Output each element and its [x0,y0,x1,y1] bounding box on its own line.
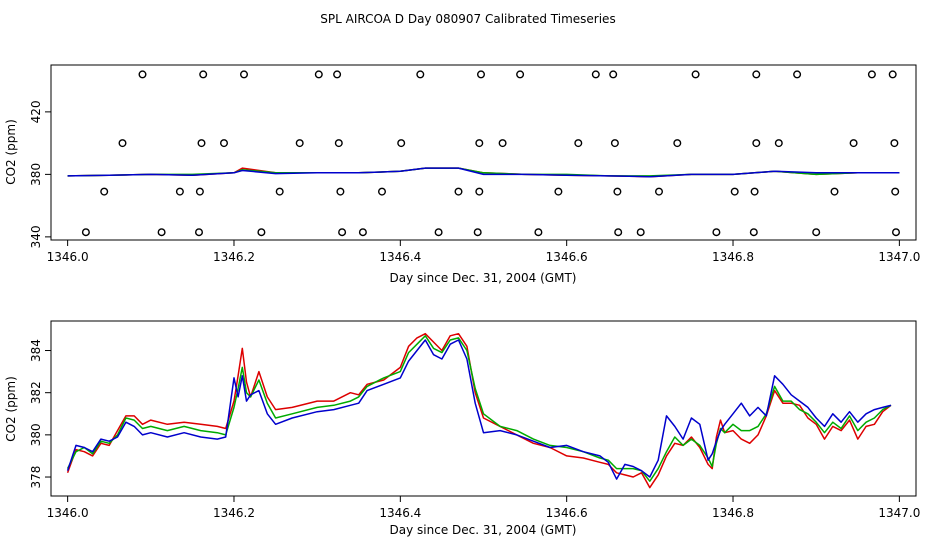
panel-1-calibration-point [175,187,184,196]
panel-2: 1346.0 1346.2 1346.4 1346.6 1346.8 1347.0 378… [4,320,920,537]
panel-1: 1346.0 1346.2 1346.4 1346.6 1346.8 1347.0 340… [4,64,920,285]
panel-1-calibration-point [516,70,525,79]
panel-1-y-tick-label: 340 [29,225,43,248]
panel-1-x-tick-label: 1346.4 [379,250,421,264]
panel-1-calibration-point [892,228,901,237]
panel-2-series-line-2 [66,335,892,482]
panel-1-calibration-point [275,187,284,196]
panel-2-x-tick-label: 1346.2 [213,506,255,520]
panel-1-calibration-point [434,228,443,237]
panel-1-calibration-point [673,139,682,148]
panel-1-x-label: Day since Dec. 31, 2004 (GMT) [390,271,577,285]
panel-2-y-tick-label: 380 [29,423,43,446]
panel-1-calibration-point [574,139,583,148]
panel-1-calibration-point [812,228,821,237]
panel-1-calibration-point [591,70,600,79]
panel-1-calibration-point [752,70,761,79]
panel-2-x-tick-label: 1347.0 [878,506,920,520]
panel-1-calibration-point [867,70,876,79]
panel-1-calibration-point [849,139,858,148]
panel-1-calibration-point [475,187,484,196]
panel-1-calibration-point [334,139,343,148]
panel-1-calibration-point [314,70,323,79]
panel-1-calibration-point [195,187,204,196]
panel-1-calibration-point [477,70,486,79]
panel-1-x-axis: 1346.0 1346.2 1346.4 1346.6 1346.8 1347.0 [47,240,920,264]
panel-1-calibration-point [890,139,899,148]
panel-1-y-label: CO2 (ppm) [4,119,18,185]
panel-1-x-tick-label: 1347.0 [878,250,920,264]
panel-1-calibration-point [333,70,342,79]
panel-1-calibration-point [750,187,759,196]
panel-1-calibration-point [730,187,739,196]
panel-1-calibration-point [891,187,900,196]
panel-1-calibration-point [613,187,622,196]
panel-2-y-tick-label: 382 [29,381,43,404]
panel-2-y-axis: 378 380 382 384 [29,339,51,488]
panel-1-calibration-point [416,70,425,79]
panel-1-calibration-point [554,187,563,196]
panel-1-y-tick-label: 420 [29,100,43,123]
panel-2-series-line-3 [66,339,892,480]
panel-1-calibration-point [81,228,90,237]
figure-title: SPL AIRCOA D Day 080907 Calibrated Times… [320,12,615,26]
panel-1-calibration-point [454,187,463,196]
panel-1-series-line-3 [67,167,900,178]
panel-1-calibration-point [636,228,645,237]
panel-2-x-tick-label: 1346.8 [712,506,754,520]
panel-1-calibration-point [336,187,345,196]
panel-2-plot-area [66,332,892,489]
panel-1-calibration-point [610,139,619,148]
panel-1-calibration-point [614,228,623,237]
panel-2-x-axis: 1346.0 1346.2 1346.4 1346.6 1346.8 1347.0 [47,496,920,520]
panel-1-calibration-point [397,139,406,148]
panel-1-calibration-point [655,187,664,196]
panel-1-calibration-point [199,70,208,79]
panel-2-x-tick-label: 1346.0 [47,506,89,520]
panel-1-x-tick-label: 1346.2 [213,250,255,264]
panel-2-frame [50,320,917,497]
panel-1-calibration-point [888,70,897,79]
panel-2-y-label: CO2 (ppm) [4,376,18,442]
panel-1-calibration-point [830,187,839,196]
panel-1-frame [50,64,917,241]
panel-1-calibration-point [157,228,166,237]
panel-1-calibration-point [338,228,347,237]
panel-1-calibration-point [749,228,758,237]
panel-1-y-axis: 340 380 420 [29,100,51,248]
panel-1-calibration-point [100,187,109,196]
panel-2-x-label: Day since Dec. 31, 2004 (GMT) [390,523,577,537]
panel-1-x-tick-label: 1346.0 [47,250,89,264]
panel-1-calibration-point [534,228,543,237]
panel-1-calibration-point [358,228,367,237]
panel-1-calibration-point [475,139,484,148]
panel-1-x-tick-label: 1346.6 [546,250,588,264]
panel-1-calibration-point [378,187,387,196]
panel-1-calibration-point [609,70,618,79]
panel-1-plot-area [67,70,901,237]
panel-1-calibration-point [194,228,203,237]
panel-2-y-tick-label: 384 [29,339,43,362]
panel-1-calibration-point [752,139,761,148]
panel-1-calibration-point [239,70,248,79]
panel-1-calibration-point [774,139,783,148]
panel-1-calibration-point [197,139,206,148]
panel-1-calibration-point [473,228,482,237]
panel-1-calibration-point [498,139,507,148]
panel-2-x-tick-label: 1346.6 [546,506,588,520]
panel-1-calibration-point [257,228,266,237]
panel-1-calibration-point [118,139,127,148]
panel-1-calibration-point [295,139,304,148]
panel-1-calibration-point [712,228,721,237]
panel-1-calibration-point [793,70,802,79]
panel-1-y-tick-label: 380 [29,163,43,186]
panel-2-series-line-1 [66,332,892,489]
panel-1-calibration-point [691,70,700,79]
panel-1-x-tick-label: 1346.8 [712,250,754,264]
panel-1-calibration-point [219,139,228,148]
panel-1-calibration-point [138,70,147,79]
panel-2-y-tick-label: 378 [29,466,43,489]
panel-2-x-tick-label: 1346.4 [379,506,421,520]
